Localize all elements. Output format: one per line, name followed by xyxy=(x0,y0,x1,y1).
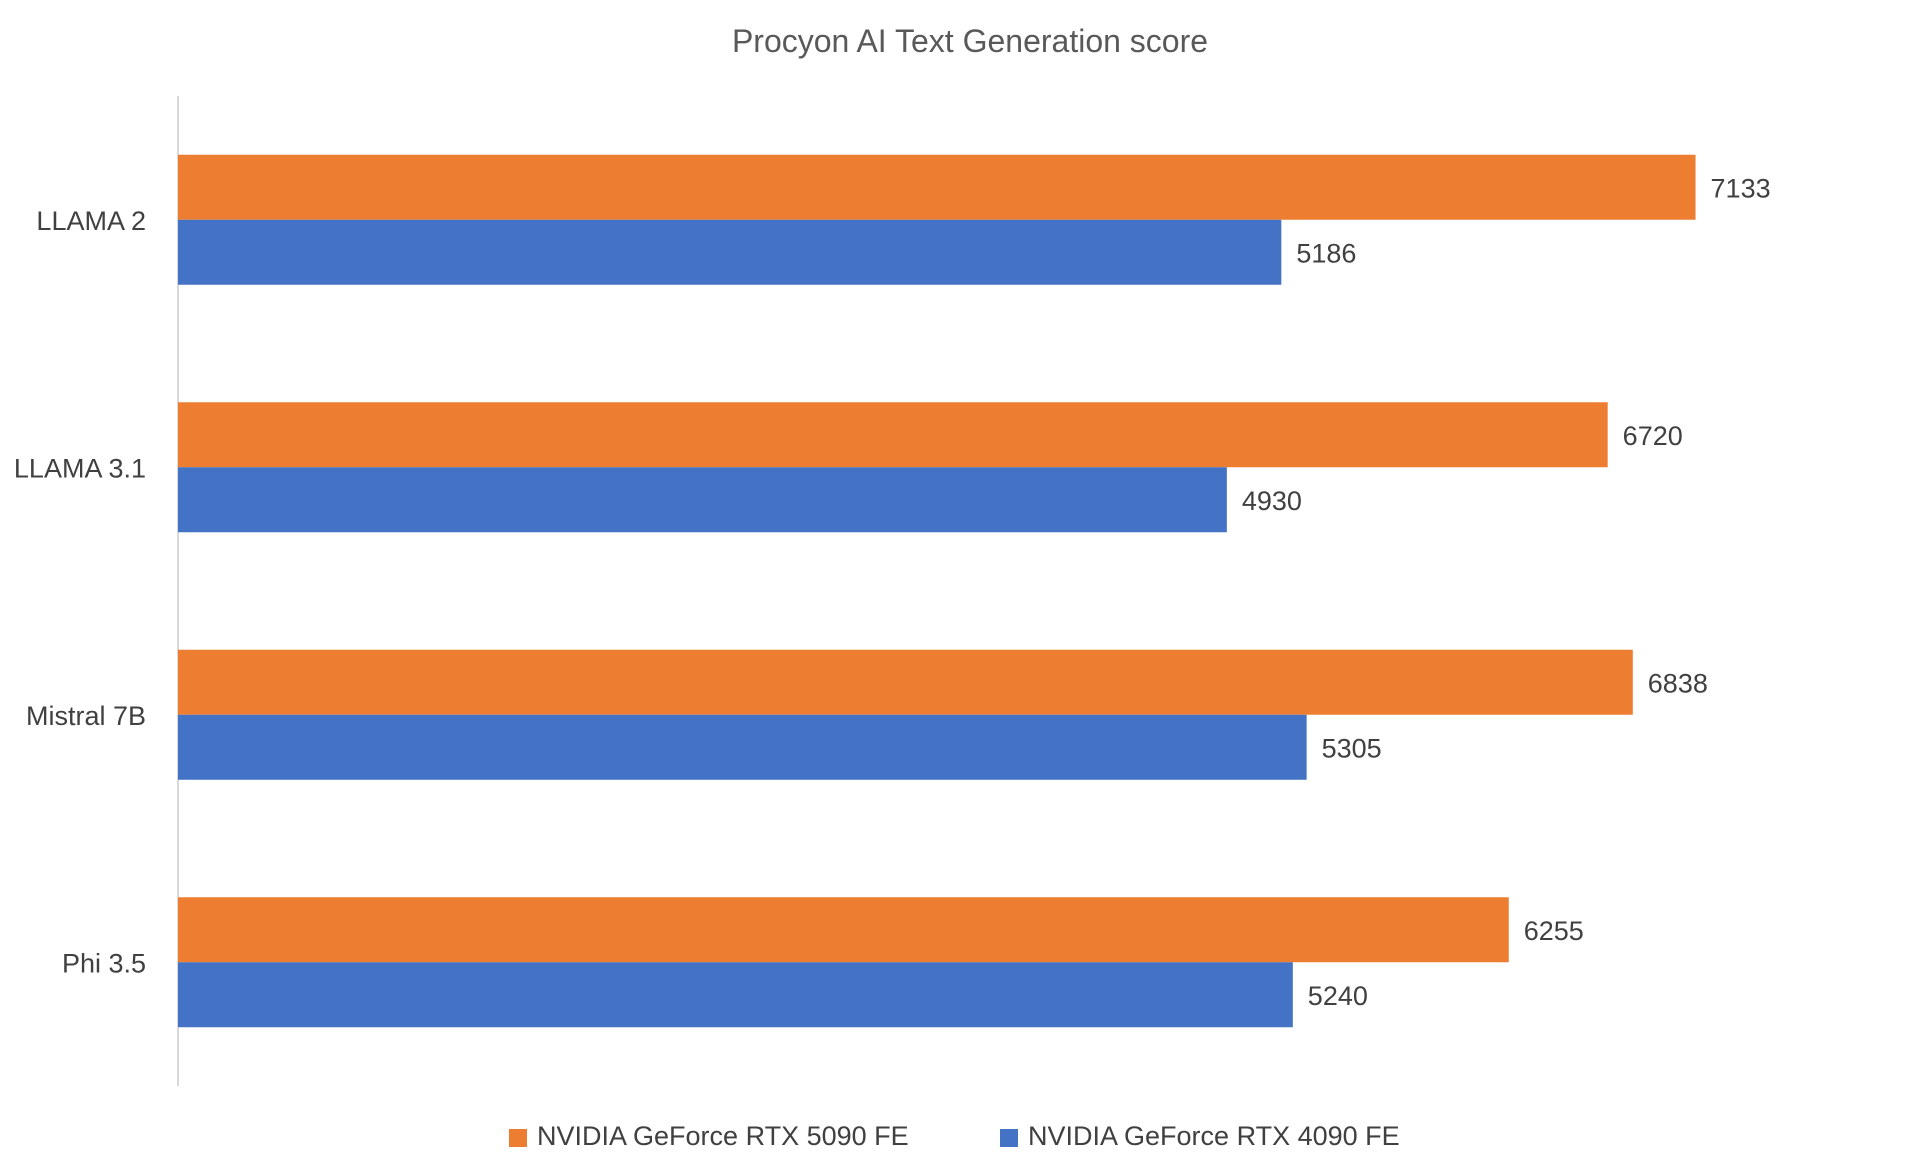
category-label-phi-3-5: Phi 3.5 xyxy=(62,948,146,978)
bars-layer xyxy=(178,154,1696,1028)
data-label-llama-2-series-2: 5186 xyxy=(1296,238,1356,268)
bar-llama-3-1-series-2 xyxy=(178,467,1227,533)
bar-phi-3-5-series-2 xyxy=(178,962,1293,1028)
legend-swatch-series-2 xyxy=(1000,1129,1018,1147)
chart-title: Procyon AI Text Generation score xyxy=(732,23,1208,59)
data-label-mistral-7b-series-1: 6838 xyxy=(1648,668,1708,698)
data-label-phi-3-5-series-1: 6255 xyxy=(1524,916,1584,946)
legend-label-series-1: NVIDIA GeForce RTX 5090 FE xyxy=(537,1121,909,1151)
category-label-llama-2: LLAMA 2 xyxy=(36,206,146,236)
bar-phi-3-5-series-1 xyxy=(178,897,1509,963)
data-label-phi-3-5-series-2: 5240 xyxy=(1308,981,1368,1011)
legend-label-series-2: NVIDIA GeForce RTX 4090 FE xyxy=(1028,1121,1400,1151)
bar-llama-2-series-2 xyxy=(178,219,1282,285)
data-label-mistral-7b-series-2: 5305 xyxy=(1322,733,1382,763)
bar-llama-2-series-1 xyxy=(178,154,1696,220)
data-label-llama-2-series-1: 7133 xyxy=(1711,173,1771,203)
legend-swatch-series-1 xyxy=(509,1129,527,1147)
category-label-llama-3-1: LLAMA 3.1 xyxy=(14,453,146,483)
bar-mistral-7b-series-2 xyxy=(178,714,1307,780)
data-label-llama-3-1-series-1: 6720 xyxy=(1623,421,1683,451)
data-label-llama-3-1-series-2: 4930 xyxy=(1242,486,1302,516)
bar-mistral-7b-series-1 xyxy=(178,649,1633,715)
legend: NVIDIA GeForce RTX 5090 FE NVIDIA GeForce… xyxy=(509,1121,1400,1151)
category-label-mistral-7b: Mistral 7B xyxy=(26,701,146,731)
bar-llama-3-1-series-1 xyxy=(178,402,1608,468)
labels-layer: LLAMA 2 7133 5186 LLAMA 3.1 6720 4930 Mistral … xyxy=(14,173,1771,1011)
